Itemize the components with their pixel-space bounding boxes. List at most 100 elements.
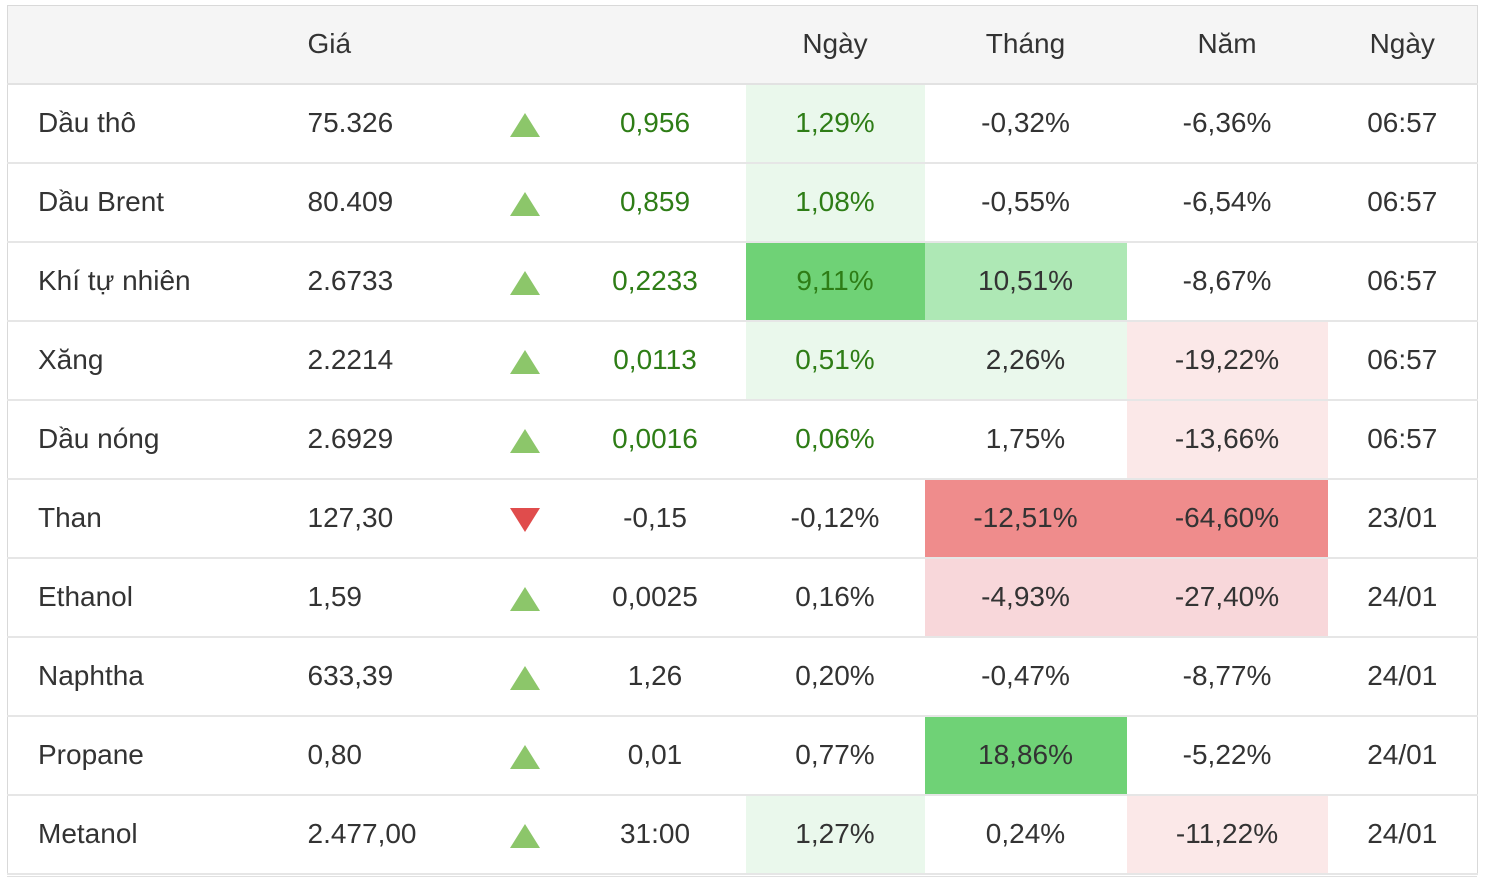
day-pct-cell: 0,77%	[745, 715, 925, 796]
commodity-name-link[interactable]: Dầu nóng	[7, 399, 308, 480]
day-pct-cell: -0,12%	[745, 478, 925, 559]
commodity-name-link[interactable]: Naphtha	[7, 636, 308, 717]
table-row[interactable]: Naphtha 633,39 1,26 0,20% -0,47% -8,77% 24/01	[7, 636, 1478, 717]
date-cell: 24/01	[1327, 636, 1478, 717]
commodity-name-link[interactable]: Dầu thô	[7, 83, 308, 164]
month-pct-cell: -0,55%	[924, 162, 1127, 243]
month-pct-cell: 18,86%	[924, 715, 1127, 796]
header-month-pct[interactable]: Tháng	[924, 5, 1127, 85]
direction-cell	[484, 636, 565, 717]
direction-cell	[484, 399, 565, 480]
month-pct-cell: 10,51%	[924, 241, 1127, 322]
price-cell: 2.6733	[307, 241, 485, 322]
year-pct-cell: -19,22%	[1126, 320, 1328, 401]
month-pct-cell: -4,93%	[924, 557, 1127, 638]
header-price[interactable]: Giá	[307, 5, 485, 85]
change-cell: 0,0016	[564, 399, 746, 480]
triangle-up-icon	[509, 823, 540, 848]
date-cell: 23/01	[1327, 478, 1478, 559]
triangle-down-icon	[509, 507, 540, 532]
commodity-name-link[interactable]: Propane	[7, 715, 308, 796]
direction-cell	[484, 478, 565, 559]
month-pct-cell: -0,47%	[924, 636, 1127, 717]
month-pct-cell: 2,26%	[924, 320, 1127, 401]
change-cell: 0,2233	[564, 241, 746, 322]
month-pct-cell: 1,75%	[924, 399, 1127, 480]
triangle-up-icon	[509, 112, 540, 137]
header-direction	[484, 5, 565, 85]
year-pct-cell: -8,67%	[1126, 241, 1328, 322]
commodity-table: Giá Ngày Tháng Năm Ngày Dầu thô 75.326 0,9…	[7, 5, 1478, 875]
commodity-name-link[interactable]: Metanol	[7, 794, 308, 875]
price-cell: 127,30	[307, 478, 485, 559]
triangle-up-icon	[509, 744, 540, 769]
triangle-up-icon	[509, 586, 540, 611]
day-pct-cell: 0,20%	[745, 636, 925, 717]
year-pct-cell: -5,22%	[1126, 715, 1328, 796]
day-pct-cell: 1,08%	[745, 162, 925, 243]
direction-cell	[484, 794, 565, 875]
date-cell: 24/01	[1327, 715, 1478, 796]
table-row[interactable]: Dầu nóng 2.6929 0,0016 0,06% 1,75% -13,66% 06:…	[7, 399, 1478, 480]
year-pct-cell: -6,36%	[1126, 83, 1328, 164]
price-cell: 75.326	[307, 83, 485, 164]
commodity-name-link[interactable]: Than	[7, 478, 308, 559]
year-pct-cell: -11,22%	[1126, 794, 1328, 875]
day-pct-cell: 0,16%	[745, 557, 925, 638]
commodity-name-link[interactable]: Xăng	[7, 320, 308, 401]
year-pct-cell: -27,40%	[1126, 557, 1328, 638]
date-cell: 06:57	[1327, 162, 1478, 243]
date-cell: 24/01	[1327, 794, 1478, 875]
year-pct-cell: -13,66%	[1126, 399, 1328, 480]
direction-cell	[484, 83, 565, 164]
table-row[interactable]: Dầu Brent 80.409 0,859 1,08% -0,55% -6,54% 06:…	[7, 162, 1478, 243]
commodity-name-link[interactable]: Ethanol	[7, 557, 308, 638]
price-cell: 2.6929	[307, 399, 485, 480]
price-cell: 633,39	[307, 636, 485, 717]
table-body: Dầu thô 75.326 0,956 1,29% -0,32% -6,36% 06:57…	[7, 83, 1478, 875]
price-cell: 80.409	[307, 162, 485, 243]
change-cell: 0,859	[564, 162, 746, 243]
commodity-name-link[interactable]: Dầu Brent	[7, 162, 308, 243]
change-cell: 31:00	[564, 794, 746, 875]
change-cell: -0,15	[564, 478, 746, 559]
date-cell: 24/01	[1327, 557, 1478, 638]
table-header-row: Giá Ngày Tháng Năm Ngày	[7, 5, 1478, 85]
day-pct-cell: 9,11%	[745, 241, 925, 322]
price-cell: 1,59	[307, 557, 485, 638]
commodity-name-link[interactable]: Khí tự nhiên	[7, 241, 308, 322]
day-pct-cell: 1,29%	[745, 83, 925, 164]
table-row[interactable]: Propane 0,80 0,01 0,77% 18,86% -5,22% 24/01	[7, 715, 1478, 796]
price-cell: 0,80	[307, 715, 485, 796]
table-row[interactable]: Khí tự nhiên 2.6733 0,2233 9,11% 10,51% -8,67…	[7, 241, 1478, 322]
table-row[interactable]: Metanol 2.477,00 31:00 1,27% 0,24% -11,22% 24/…	[7, 794, 1478, 875]
year-pct-cell: -6,54%	[1126, 162, 1328, 243]
direction-cell	[484, 715, 565, 796]
triangle-up-icon	[509, 349, 540, 374]
year-pct-cell: -8,77%	[1126, 636, 1328, 717]
day-pct-cell: 0,06%	[745, 399, 925, 480]
year-pct-cell: -64,60%	[1126, 478, 1328, 559]
date-cell: 06:57	[1327, 320, 1478, 401]
change-cell: 0,01	[564, 715, 746, 796]
direction-cell	[484, 241, 565, 322]
table-bottom-divider	[7, 876, 1477, 877]
header-date[interactable]: Ngày	[1327, 5, 1478, 85]
direction-cell	[484, 557, 565, 638]
month-pct-cell: -12,51%	[924, 478, 1127, 559]
table-row[interactable]: Dầu thô 75.326 0,956 1,29% -0,32% -6,36% 06:57	[7, 83, 1478, 164]
date-cell: 06:57	[1327, 399, 1478, 480]
header-day-pct[interactable]: Ngày	[745, 5, 925, 85]
triangle-up-icon	[509, 428, 540, 453]
change-cell: 1,26	[564, 636, 746, 717]
change-cell: 0,0025	[564, 557, 746, 638]
table-row[interactable]: Xăng 2.2214 0,0113 0,51% 2,26% -19,22% 06:57	[7, 320, 1478, 401]
table-row[interactable]: Than 127,30 -0,15 -0,12% -12,51% -64,60% 23/01	[7, 478, 1478, 559]
date-cell: 06:57	[1327, 83, 1478, 164]
price-cell: 2.477,00	[307, 794, 485, 875]
day-pct-cell: 1,27%	[745, 794, 925, 875]
change-cell: 0,0113	[564, 320, 746, 401]
header-year-pct[interactable]: Năm	[1126, 5, 1328, 85]
direction-cell	[484, 162, 565, 243]
table-row[interactable]: Ethanol 1,59 0,0025 0,16% -4,93% -27,40% 24/01	[7, 557, 1478, 638]
